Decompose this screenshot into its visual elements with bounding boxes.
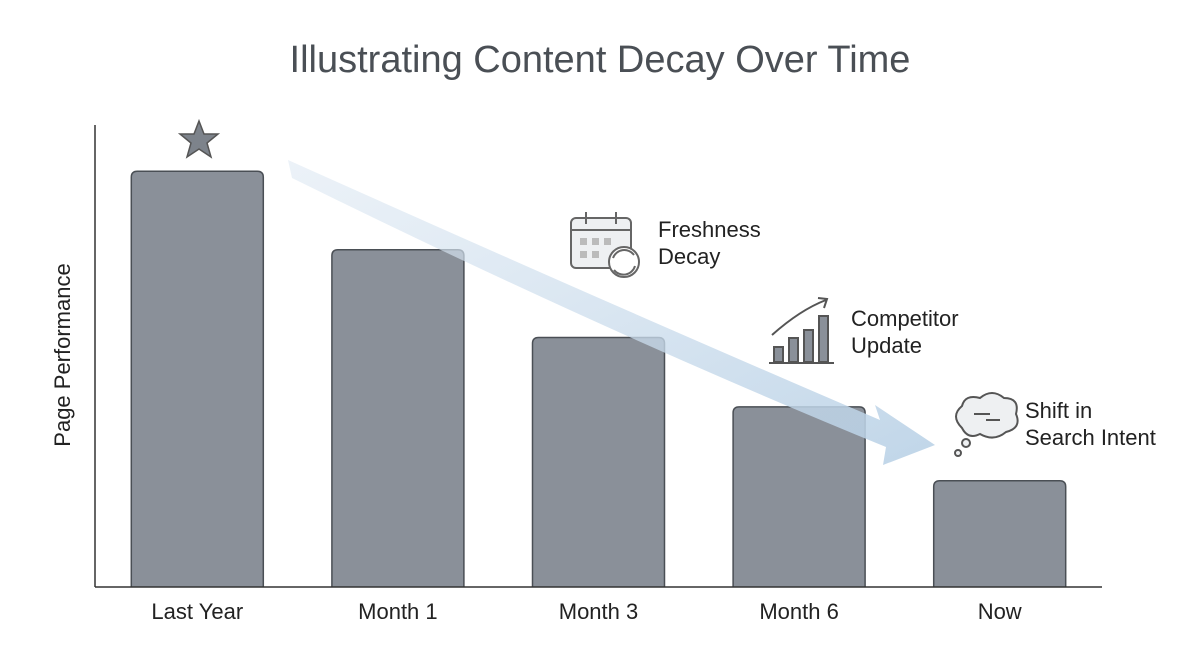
x-tick-label: Last Year — [151, 599, 243, 624]
annotation: Freshness — [658, 217, 761, 242]
bar — [130, 170, 265, 587]
x-tick-label: Now — [978, 599, 1022, 624]
x-tick-label: Month 3 — [559, 599, 639, 624]
x-tick-label: Month 6 — [759, 599, 839, 624]
bars — [130, 170, 1067, 587]
chart-title: Illustrating Content Decay Over Time — [290, 39, 911, 81]
bar — [732, 406, 866, 587]
bar — [331, 248, 465, 587]
y-axis-label: Page Performance — [50, 263, 75, 446]
annotation: Update — [851, 333, 922, 358]
thought-icon — [954, 392, 1019, 457]
annotation: Shift in — [1025, 398, 1092, 423]
growth-icon — [769, 297, 834, 364]
annotation: Decay — [658, 244, 720, 269]
bar — [531, 336, 666, 587]
decay-arrow — [288, 160, 935, 465]
bar — [932, 479, 1067, 587]
annotation: Competitor — [851, 306, 959, 331]
annotation: Search Intent — [1025, 425, 1156, 450]
x-tick-label: Month 1 — [358, 599, 438, 624]
calendar-icon — [570, 212, 640, 278]
star-icon — [177, 118, 221, 159]
